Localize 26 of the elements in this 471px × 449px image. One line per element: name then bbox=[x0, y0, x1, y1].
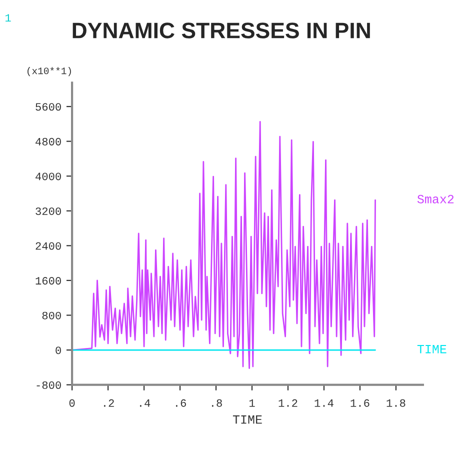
x-tick-label: 1.6 bbox=[350, 399, 370, 407]
x-tick-label: 1.2 bbox=[278, 399, 298, 407]
x-tick-label: 1 bbox=[249, 399, 255, 407]
line-series bbox=[72, 121, 376, 369]
x-tick-label: 1.8 bbox=[386, 399, 406, 407]
text: 1 bbox=[6, 14, 11, 22]
y-tick-label: 2400 bbox=[36, 242, 61, 250]
y-tick-label: -800 bbox=[36, 381, 61, 389]
text: TIME bbox=[417, 345, 446, 354]
x-tick-label: 0 bbox=[69, 399, 75, 407]
x-tick-label: 1.4 bbox=[314, 399, 334, 407]
x-tick-label: .8 bbox=[212, 399, 222, 407]
y-tick-label: 5600 bbox=[36, 103, 61, 111]
y-tick-label: 4800 bbox=[36, 138, 61, 146]
y-tick-label: 800 bbox=[42, 312, 61, 320]
y-axis-title: (x10**1) bbox=[28, 67, 71, 76]
x-axis-title: TIME bbox=[232, 415, 262, 424]
y-tick-label: 4000 bbox=[36, 172, 61, 180]
x-tick-label: .6 bbox=[176, 399, 186, 407]
text: Smax2 bbox=[417, 194, 454, 204]
y-tick-label: 0 bbox=[56, 346, 61, 354]
y-tick-label: 3200 bbox=[36, 207, 61, 216]
y-tick-label: 1600 bbox=[36, 277, 61, 285]
x-tick-label: .2 bbox=[104, 399, 114, 407]
x-tick-label: .4 bbox=[140, 399, 150, 407]
chart-title: DYNAMIC STRESSES IN PIN bbox=[72, 22, 370, 38]
